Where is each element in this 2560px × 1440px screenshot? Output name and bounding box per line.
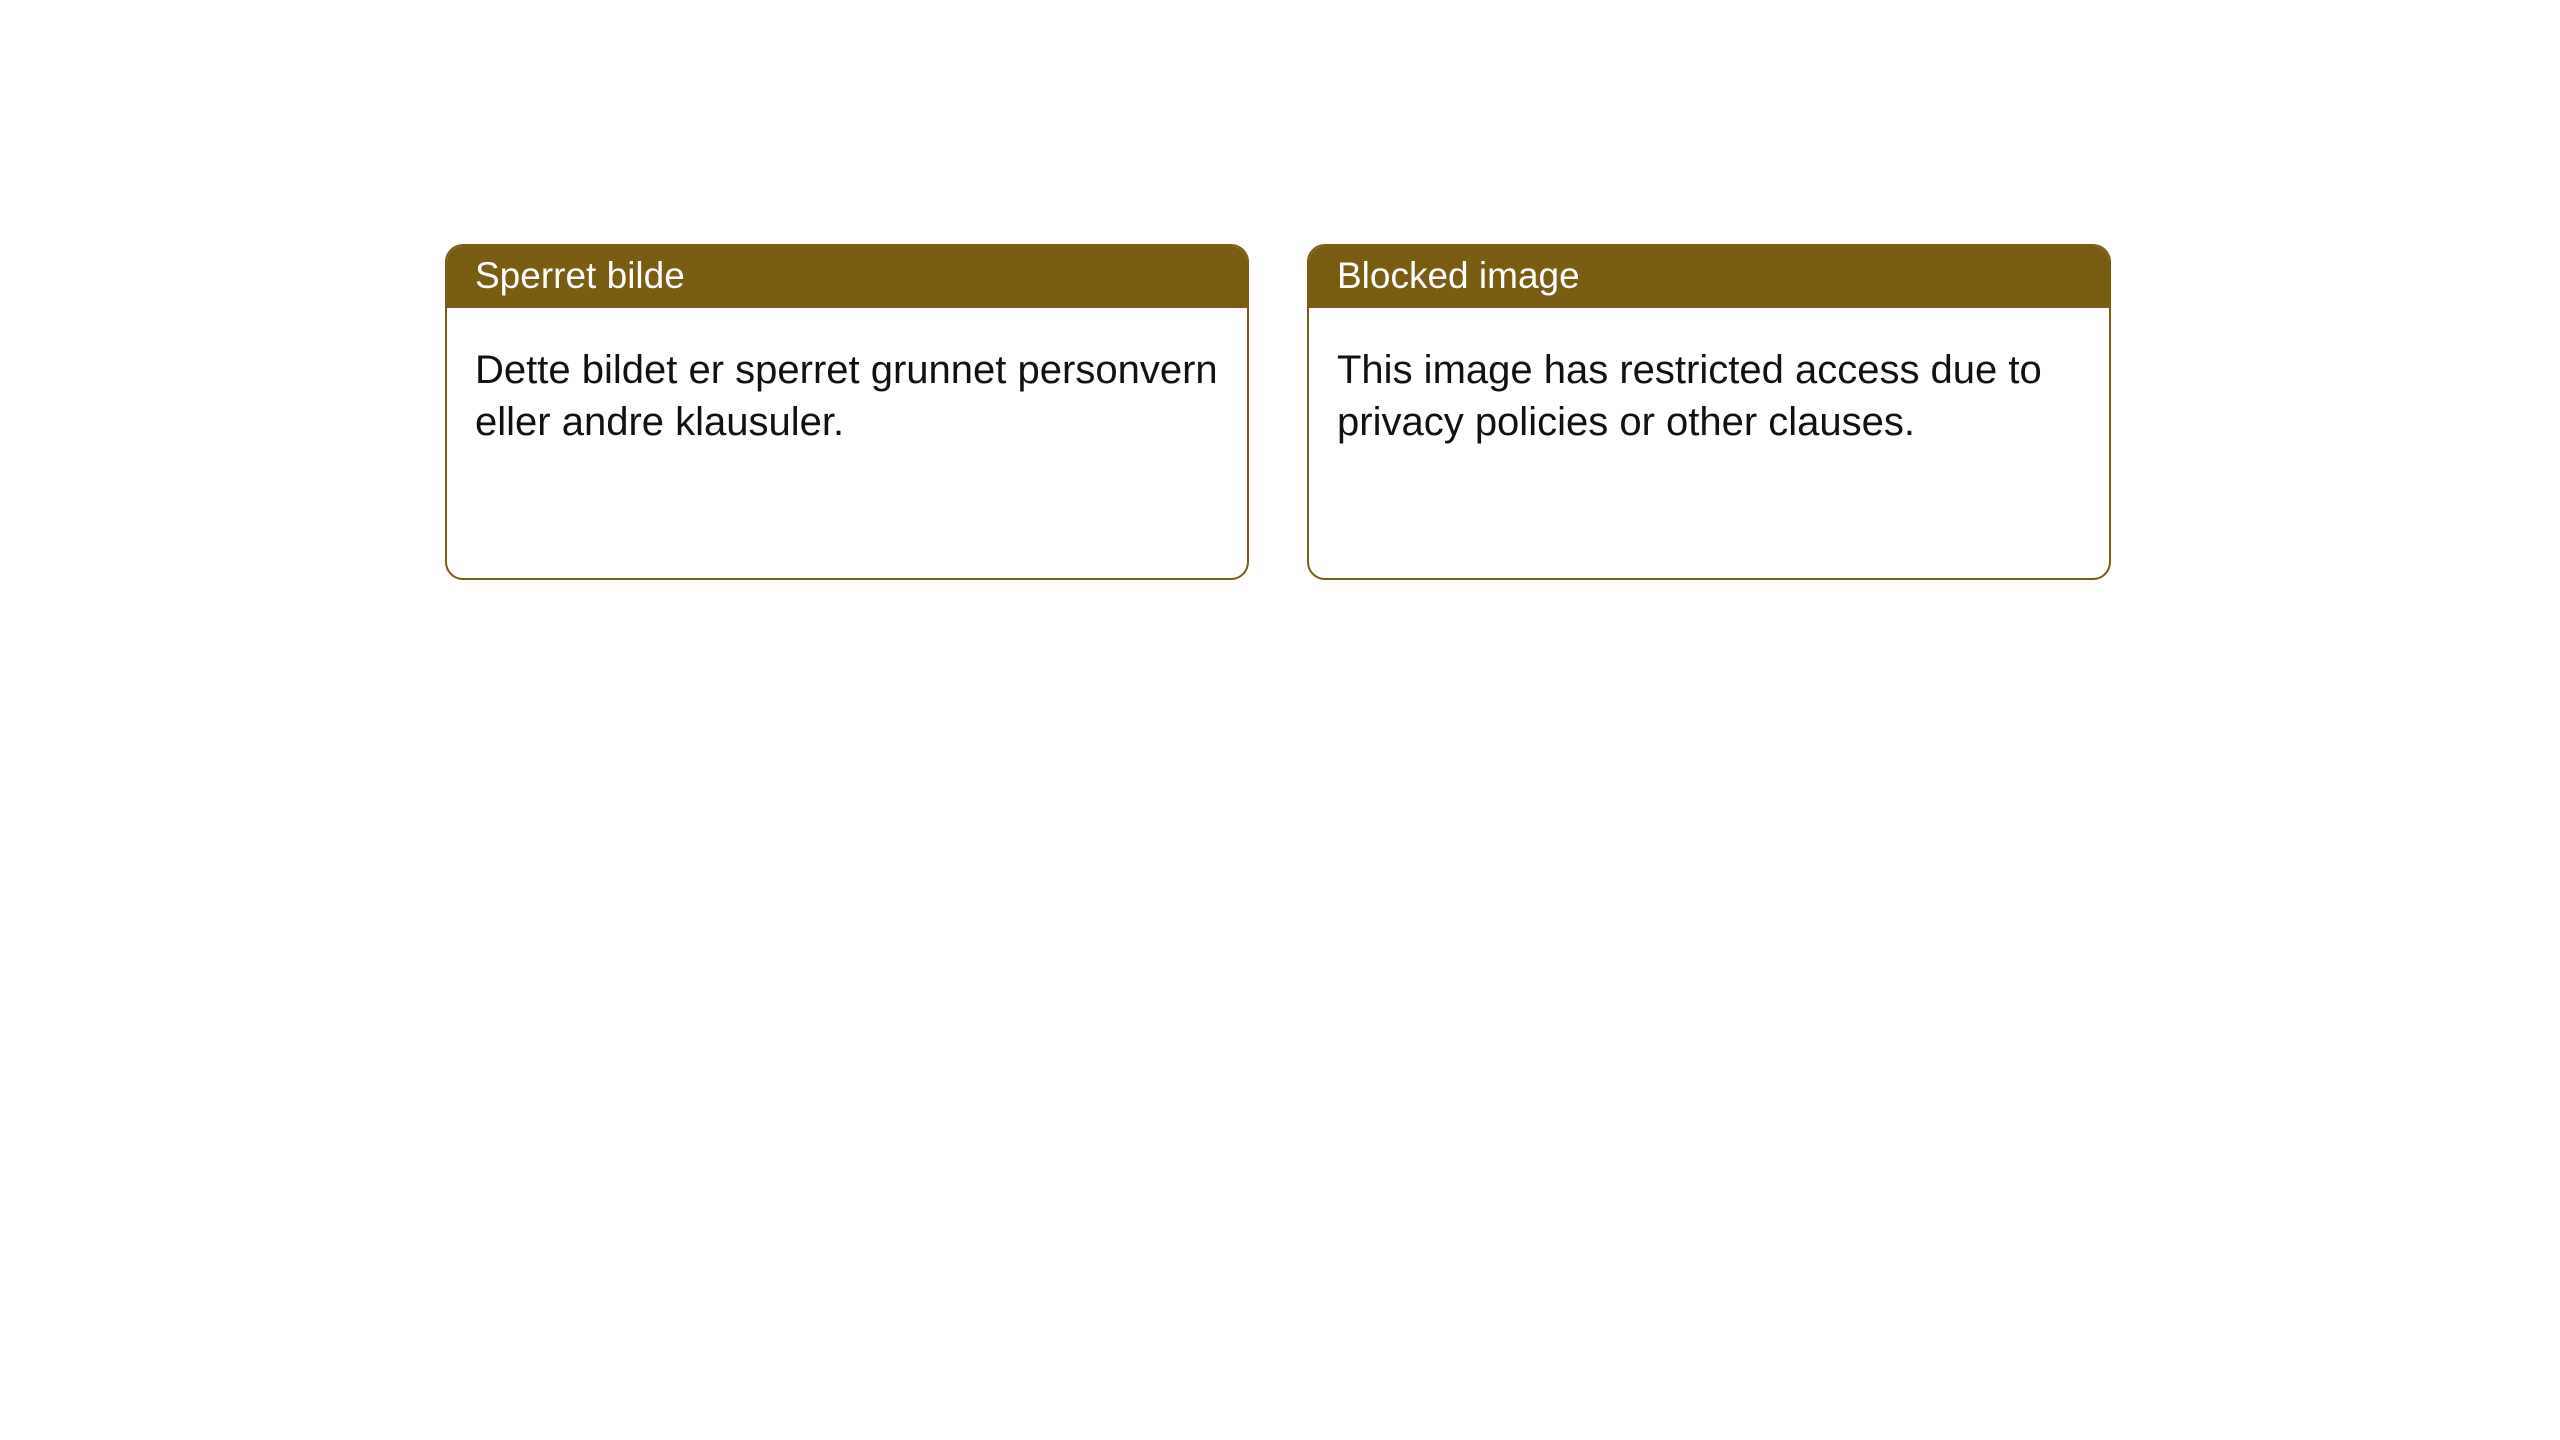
notice-card-english: Blocked image This image has restricted …	[1307, 244, 2111, 580]
notice-container: Sperret bilde Dette bildet er sperret gr…	[0, 0, 2560, 580]
notice-card-norwegian: Sperret bilde Dette bildet er sperret gr…	[445, 244, 1249, 580]
notice-title: Sperret bilde	[447, 246, 1247, 308]
notice-body: Dette bildet er sperret grunnet personve…	[447, 308, 1247, 476]
notice-title: Blocked image	[1309, 246, 2109, 308]
notice-body: This image has restricted access due to …	[1309, 308, 2109, 476]
